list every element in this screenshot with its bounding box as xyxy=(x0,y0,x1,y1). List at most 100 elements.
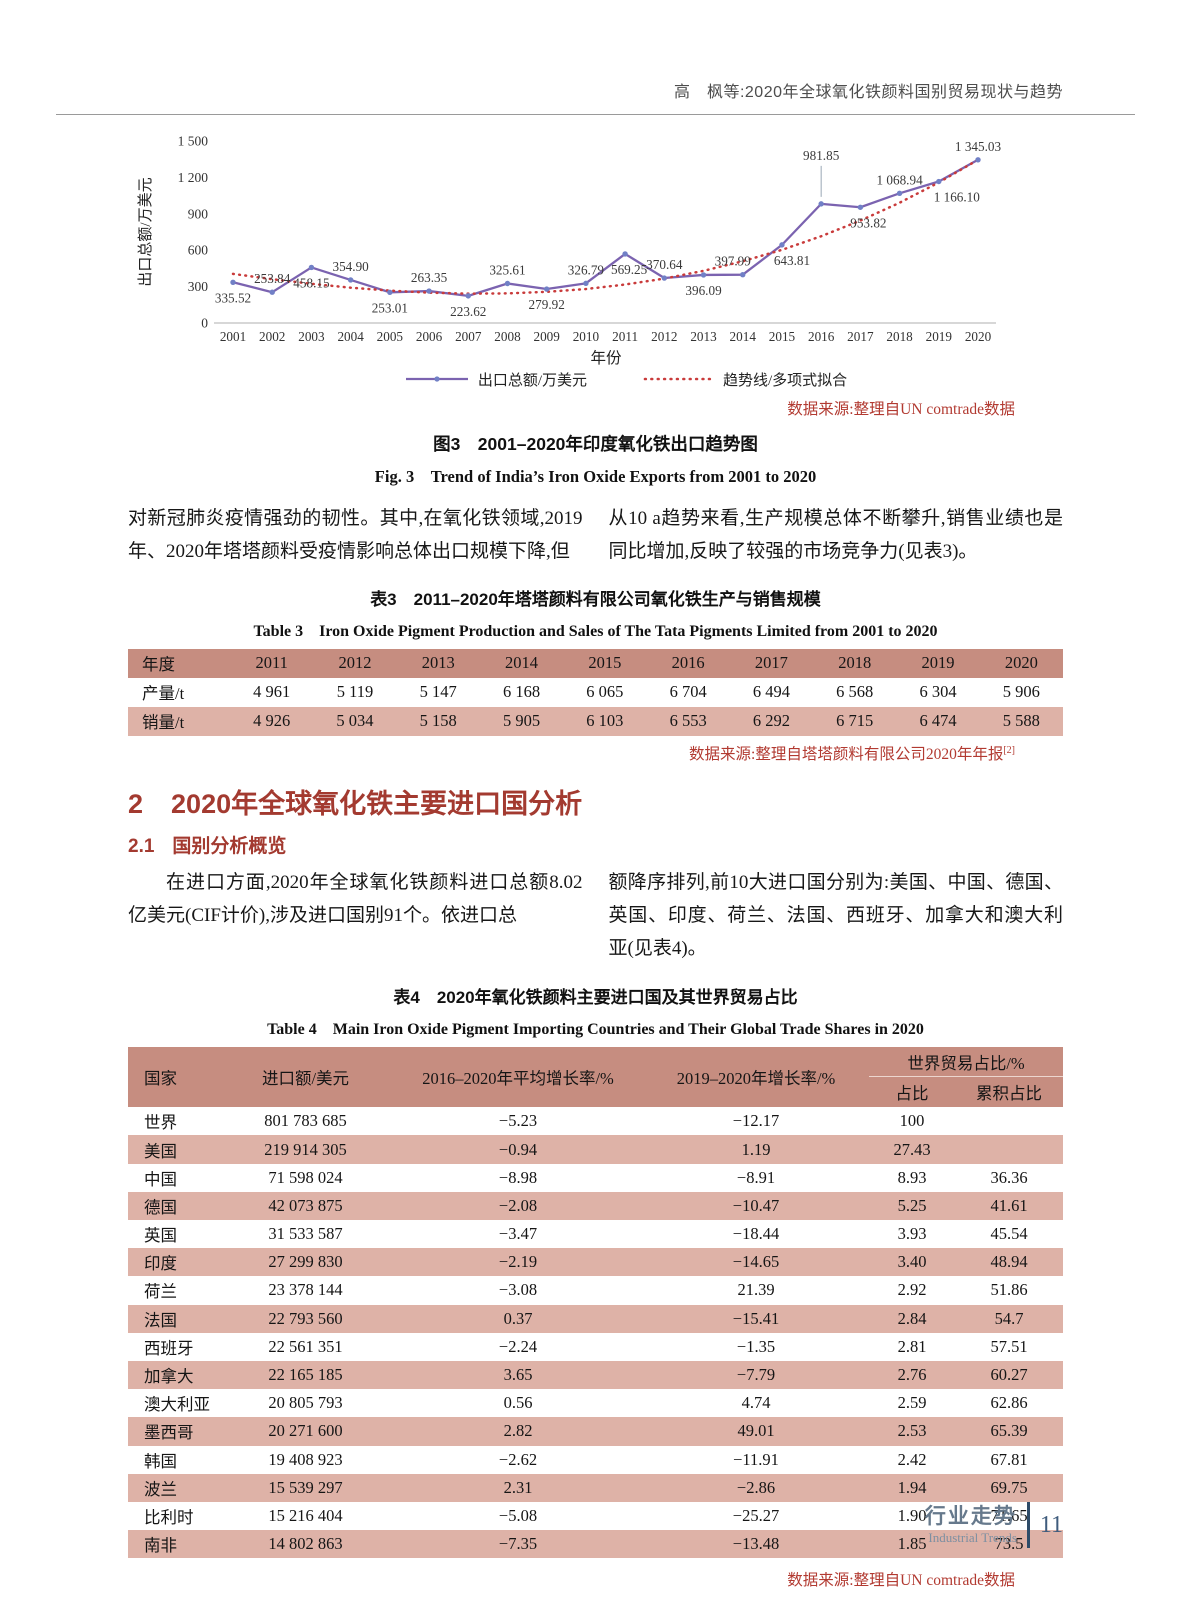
legend-line-sample-icon xyxy=(405,376,468,382)
data-point-marker xyxy=(661,275,668,281)
table4-cell: 31 533 587 xyxy=(268,1224,343,1244)
table3-cell: 6 568 xyxy=(836,682,874,701)
footer-divider xyxy=(1026,1502,1030,1548)
table4-row: 中国 71 598 024 −8.98 −8.91 8.93 36.36 xyxy=(128,1164,1063,1192)
table4-cell: 波兰 xyxy=(144,1479,177,1499)
table3-header-cell: 2014 xyxy=(505,653,539,672)
table4-cell: 45.54 xyxy=(990,1224,1028,1244)
table4-cell: 8.93 xyxy=(897,1167,927,1187)
legend-trend-series: 趋势线/多项式拟合 xyxy=(643,369,847,390)
table4-cell: 27.43 xyxy=(893,1139,931,1159)
table4-cell: 27 299 830 xyxy=(268,1252,343,1272)
table4-cell: 英国 xyxy=(144,1226,177,1246)
table3-source-text: 数据来源:整理自塔塔颜料有限公司2020年年报 xyxy=(689,745,1004,763)
table4-cell: 比利时 xyxy=(144,1507,194,1527)
table4-cell: 54.7 xyxy=(994,1308,1024,1328)
legend-export-series: 出口总额/万美元 xyxy=(404,369,587,390)
x-tick-label: 2008 xyxy=(494,329,521,344)
table4-row: 法国 22 793 560 0.37 −15.41 2.84 54.7 xyxy=(128,1304,1063,1333)
data-point-marker xyxy=(465,293,471,299)
data-point-marker xyxy=(543,286,550,292)
data-point-marker xyxy=(779,242,785,248)
table4-cell: 20 271 600 xyxy=(268,1421,343,1441)
data-point-label: 354.90 xyxy=(332,259,369,274)
figure-caption-en: Fig. 3 Trend of India’s Iron Oxide Expor… xyxy=(374,467,817,486)
table4-cell: 67.81 xyxy=(990,1449,1028,1469)
y-tick-label: 900 xyxy=(188,206,209,221)
table4-cell: −10.47 xyxy=(732,1195,780,1215)
data-point-marker xyxy=(347,277,354,283)
x-tick-label: 2010 xyxy=(573,329,600,344)
table4-header-cumulative-share: 累积占比 xyxy=(976,1084,1042,1104)
x-tick-label: 2013 xyxy=(690,329,717,344)
data-point-label: 326.79 xyxy=(568,262,605,277)
table3-header-cell: 年度 xyxy=(142,655,175,674)
table4-cell: 49.01 xyxy=(737,1421,775,1441)
table3-source-note: 数据来源:整理自塔塔颜料有限公司2020年年报[2] xyxy=(128,742,1063,764)
table3-cell: 5 905 xyxy=(502,711,541,730)
table4-cell: −2.62 xyxy=(498,1449,538,1469)
table4-header-yoy-growth: 2019–2020年增长率/% xyxy=(676,1069,836,1089)
table3-cell: 6 494 xyxy=(752,682,790,701)
body-paragraph-2: 在进口方面,2020年全球氧化铁颜料进口总额8.02亿美元(CIF计价),涉及进… xyxy=(128,866,1063,966)
table4-cell: 3.65 xyxy=(503,1365,533,1385)
table4-cell: 1.19 xyxy=(741,1139,771,1159)
data-point-label: 643.81 xyxy=(774,253,810,268)
table4-header-avg-growth: 2016–2020年平均增长率/% xyxy=(422,1069,614,1089)
data-point-label: 325.61 xyxy=(489,262,525,277)
table4-cell: 23 378 144 xyxy=(268,1280,343,1300)
export-line xyxy=(232,158,979,298)
x-tick-label: 2006 xyxy=(416,329,443,344)
table4-header: 国家 进口额/美元 2016–2020年平均增长率/% 2019–2020年增长… xyxy=(128,1047,1063,1108)
body-paragraph-1: 对新冠肺炎疫情强劲的韧性。其中,在氧化铁领域,2019年、2020年塔塔颜料受疫… xyxy=(128,502,1063,569)
table3-cell: 4 961 xyxy=(253,682,291,701)
table3-cell: 4 926 xyxy=(253,711,291,730)
table4-cell: 0.37 xyxy=(503,1308,533,1328)
table4-cell: 2.76 xyxy=(897,1365,927,1385)
data-point-marker xyxy=(583,280,589,287)
table4-cell: 韩国 xyxy=(144,1451,177,1471)
table-3: 年度 2011 2012 2013 2014 2015 2016 2017 2018 2019 20… xyxy=(128,648,1063,736)
table3-header-cell: 2018 xyxy=(838,653,872,672)
data-point-label: 396.09 xyxy=(685,283,722,298)
table4-header-share: 占比 xyxy=(895,1084,929,1104)
data-point-marker xyxy=(230,279,236,285)
table3-source-citation: [2] xyxy=(1003,744,1015,756)
table3-header-cell: 2013 xyxy=(421,653,455,672)
table3-cell: 6 715 xyxy=(836,711,874,730)
x-tick-label: 2002 xyxy=(259,329,285,344)
figure-caption-zh: 图3 2001–2020年印度氧化铁出口趋势图 xyxy=(433,434,758,454)
table4-cell: −15.41 xyxy=(732,1308,780,1328)
table3-cell: 产量/t xyxy=(142,684,185,703)
table3-cell: 5 588 xyxy=(1002,711,1040,730)
table4-cell: 1.90 xyxy=(897,1505,927,1525)
data-point-marker xyxy=(426,288,432,294)
table4-cell: 澳大利亚 xyxy=(144,1395,210,1415)
table3-cell: 6 103 xyxy=(586,711,624,730)
data-point-marker xyxy=(504,280,511,287)
body-2-left-column: 在进口方面,2020年全球氧化铁颜料进口总额8.02亿美元(CIF计价),涉及进… xyxy=(128,871,583,926)
table4-cell: 20 805 793 xyxy=(268,1393,343,1413)
table3-cell: 5 034 xyxy=(336,711,374,730)
x-tick-label: 2018 xyxy=(886,329,913,344)
table4-row: 加拿大 22 165 185 3.65 −7.79 2.76 60.27 xyxy=(128,1360,1063,1390)
table3-cell: 销量/t xyxy=(142,713,185,732)
table4-cell: 1.94 xyxy=(897,1477,927,1497)
data-point-marker xyxy=(818,201,824,207)
table3-cell: 6 474 xyxy=(919,711,957,730)
x-tick-label: 2005 xyxy=(377,329,404,344)
table4-cell: 世界 xyxy=(144,1113,177,1133)
table4-cell: −2.19 xyxy=(498,1252,538,1272)
table3-cell: 5 119 xyxy=(336,682,374,701)
table4-cell: 荷兰 xyxy=(144,1282,177,1302)
data-point-marker xyxy=(740,272,746,278)
table3-cell: 6 168 xyxy=(502,682,541,701)
table4-cell: 印度 xyxy=(144,1254,177,1274)
table4-cell: 2.42 xyxy=(897,1449,927,1469)
table4-cell: 60.27 xyxy=(990,1365,1028,1385)
table4-cell: 62.86 xyxy=(990,1393,1028,1413)
table4-row: 比利时 15 216 404 −5.08 −25.27 1.90 71.65 xyxy=(128,1502,1063,1530)
figure-3-chart: 0 300 600 900 1 200 1 500 出口总额/万美元 2001 2002 2003… xyxy=(128,127,1063,487)
